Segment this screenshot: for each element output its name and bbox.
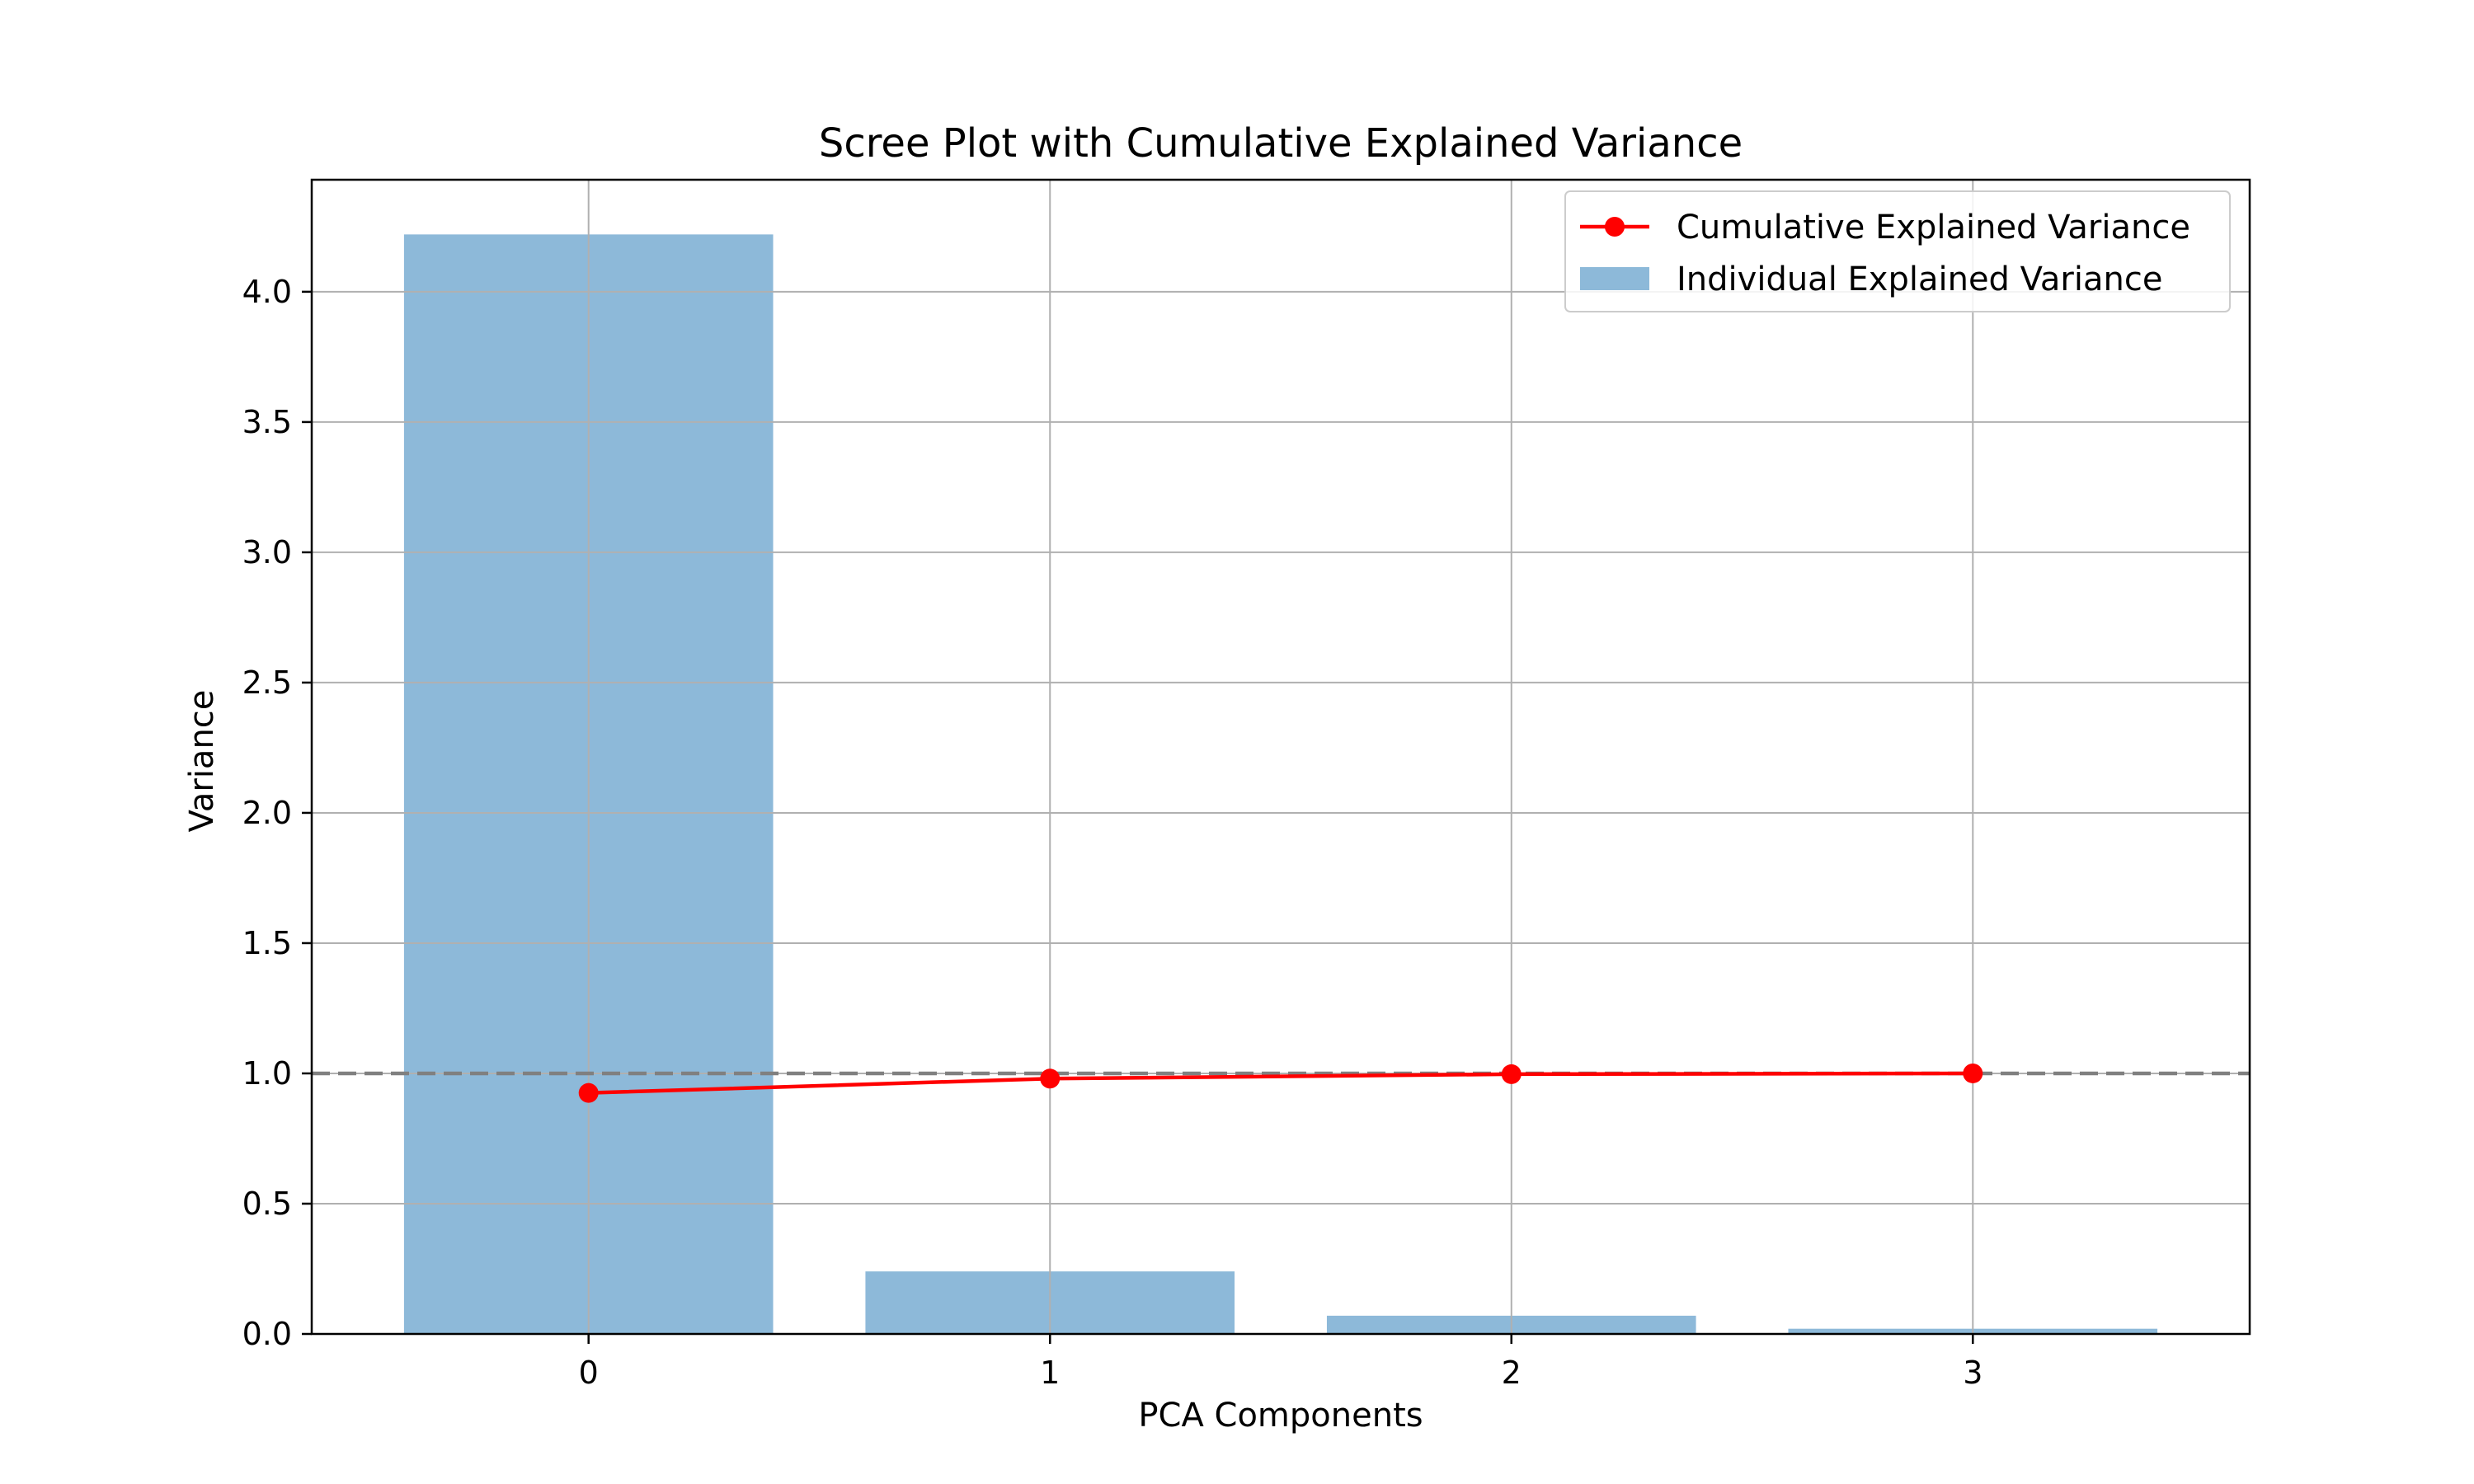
y-tick-label-7: 3.5 [242, 404, 292, 440]
x-tick-label-0: 0 [579, 1355, 599, 1391]
legend-marker-swatch [1605, 217, 1625, 237]
x-axis-label: PCA Components [1138, 1397, 1423, 1435]
cumulative-point-2 [1501, 1064, 1522, 1084]
legend-label-cumulative: Cumulative Explained Variance [1677, 209, 2190, 247]
chart-title: Scree Plot with Cumulative Explained Var… [819, 120, 1743, 167]
y-axis-label: Variance [183, 690, 221, 833]
x-tick-label-3: 3 [1963, 1355, 1982, 1391]
y-tick-label-5: 2.5 [242, 665, 292, 701]
axes-frame [310, 178, 2251, 1336]
legend-bar-swatch [1580, 267, 1649, 290]
y-tick-label-6: 3.0 [242, 534, 292, 571]
y-tick-label-1: 0.5 [242, 1186, 292, 1222]
cumulative-point-1 [1040, 1068, 1061, 1089]
y-tick-label-0: 0.0 [242, 1316, 292, 1352]
cumulative-point-3 [1963, 1063, 1983, 1083]
y-tick-label-2: 1.0 [242, 1055, 292, 1092]
legend: Cumulative Explained Variance Individual … [1564, 190, 2231, 312]
cumulative-point-0 [578, 1082, 599, 1103]
legend-label-individual: Individual Explained Variance [1677, 261, 2162, 298]
cumulative-line [588, 1071, 1973, 1095]
y-tick-label-8: 4.0 [242, 274, 292, 310]
y-tick-label-4: 2.0 [242, 795, 292, 831]
legend-box [1564, 190, 2231, 312]
plot-area: 0 1 2 3 0.0 0.5 1.0 1.5 2.0 2.5 3.0 3.5 4.0 [242, 178, 2251, 1391]
x-tick-label-2: 2 [1502, 1355, 1522, 1391]
y-tick-label-3: 1.5 [242, 925, 292, 961]
x-tick-label-1: 1 [1040, 1355, 1060, 1391]
